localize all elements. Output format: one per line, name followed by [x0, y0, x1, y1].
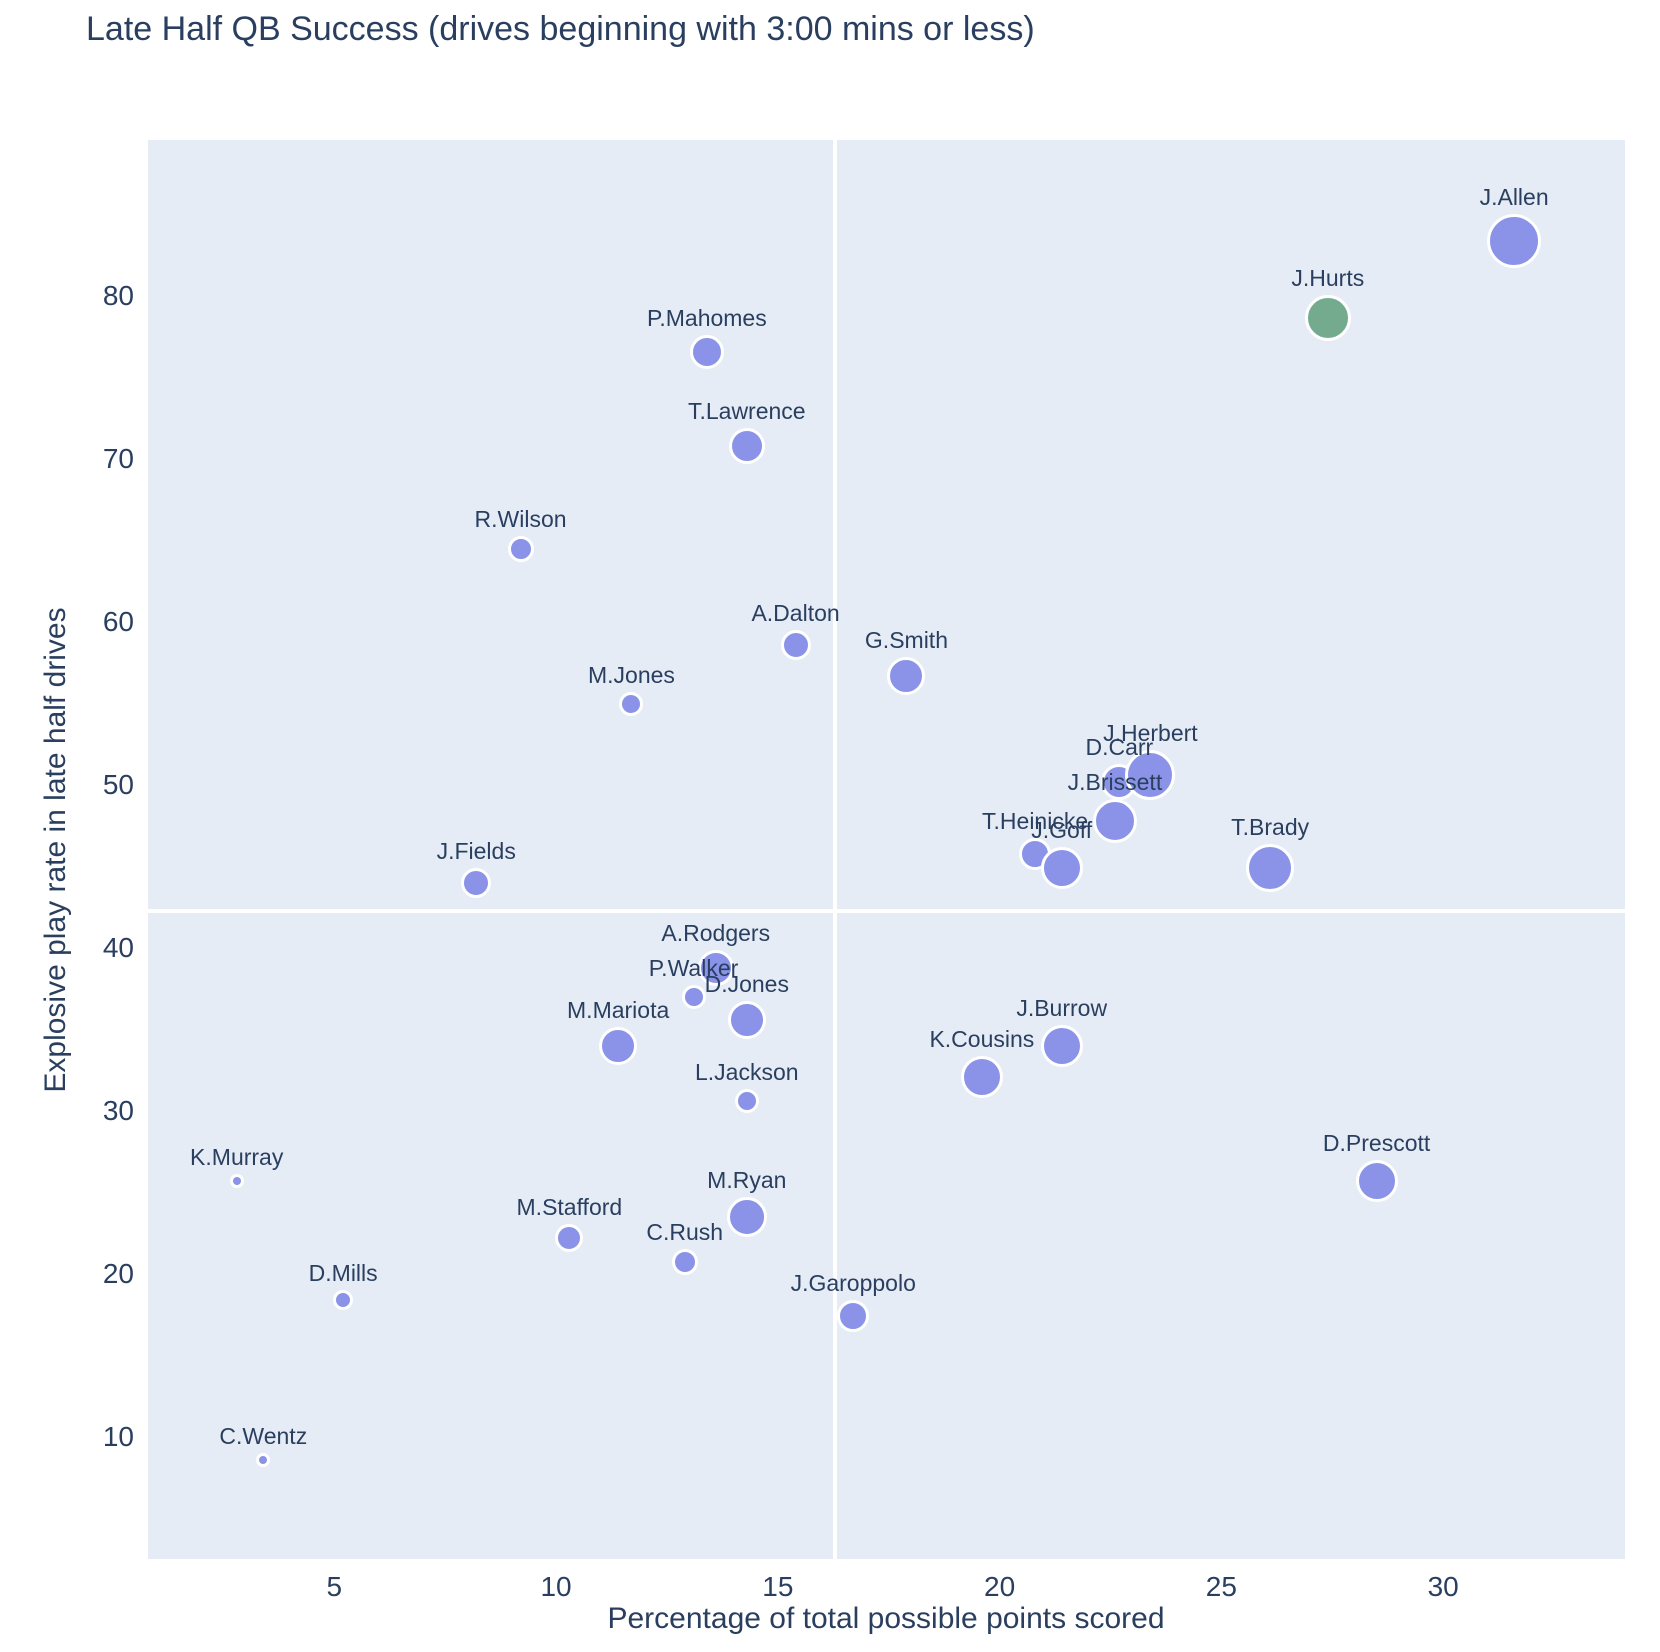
qb-bubble[interactable]: [727, 1000, 766, 1039]
qb-bubble[interactable]: [507, 535, 534, 562]
qb-bubble[interactable]: [837, 1300, 870, 1333]
qb-bubble[interactable]: [333, 1289, 354, 1310]
y-tick-label: 70: [102, 443, 134, 475]
x-tick-label: 30: [1427, 1571, 1459, 1602]
qb-label: L.Jackson: [695, 1059, 799, 1086]
qb-bubble[interactable]: [1092, 798, 1137, 843]
y-tick-label: 20: [102, 1257, 134, 1289]
qb-label: R.Wilson: [474, 505, 567, 532]
qb-bubble[interactable]: [697, 949, 734, 986]
qb-label: P.Walker: [648, 954, 739, 981]
qb-label: J.Hurts: [1291, 264, 1365, 291]
qb-label: M.Jones: [587, 661, 675, 688]
qb-bubble[interactable]: [780, 630, 811, 661]
qb-bubble[interactable]: [671, 1249, 698, 1276]
qb-label: C.Wentz: [219, 1422, 308, 1449]
qb-bubble[interactable]: [1040, 847, 1083, 890]
qb-bubble[interactable]: [734, 1089, 759, 1114]
qb-label: D.Prescott: [1322, 1130, 1431, 1157]
qb-label: J.Goff: [1031, 817, 1093, 844]
qb-label: D.Jones: [704, 970, 789, 997]
qb-bubble[interactable]: [1487, 214, 1542, 268]
qb-bubble[interactable]: [461, 867, 492, 898]
qb-label: J.Herbert: [1103, 720, 1198, 747]
qb-label: K.Cousins: [929, 1025, 1035, 1052]
qb-bubble[interactable]: [689, 334, 724, 369]
qb-label: J.Fields: [436, 837, 516, 864]
qb-label: P.Mahomes: [646, 304, 767, 331]
quadrant-divider-vertical: [833, 140, 838, 1559]
qb-bubble[interactable]: [619, 691, 644, 716]
qb-bubble[interactable]: [256, 1452, 271, 1467]
y-tick-label: 40: [102, 932, 134, 964]
qb-label: T.Lawrence: [687, 398, 806, 425]
qb-bubble[interactable]: [681, 984, 706, 1009]
plot-area[interactable]: [148, 140, 1625, 1559]
qb-bubble[interactable]: [887, 656, 926, 695]
qb-bubble[interactable]: [728, 428, 765, 465]
chart-title: Late Half QB Success (drives beginning w…: [86, 10, 1035, 48]
qb-label: M.Stafford: [516, 1194, 623, 1221]
x-tick-label: 25: [1205, 1571, 1237, 1602]
qb-label: J.Garoppolo: [790, 1270, 916, 1297]
qb-bubble[interactable]: [1355, 1160, 1398, 1203]
x-tick-label: 15: [762, 1571, 794, 1602]
qb-label: A.Rodgers: [661, 919, 771, 946]
qb-label: C.Rush: [646, 1219, 724, 1246]
qb-bubble[interactable]: [1125, 750, 1176, 801]
y-tick-label: 30: [102, 1094, 134, 1126]
qb-bubble[interactable]: [555, 1224, 584, 1253]
qb-label: M.Ryan: [707, 1166, 787, 1193]
y-axis-title: Explosive play rate in late half drives: [39, 607, 72, 1093]
qb-bubble[interactable]: [1304, 294, 1351, 341]
qb-label: M.Mariota: [567, 996, 670, 1023]
qb-label: A.Dalton: [751, 600, 840, 627]
x-axis-title: Percentage of total possible points scor…: [607, 1602, 1165, 1635]
qb-label: K.Murray: [190, 1144, 284, 1171]
y-tick-label: 80: [102, 280, 134, 312]
qb-label: D.Mills: [308, 1259, 378, 1286]
qb-bubble[interactable]: [599, 1026, 638, 1065]
x-tick-label: 5: [326, 1571, 343, 1602]
qb-label: G.Smith: [864, 626, 948, 653]
qb-bubble[interactable]: [726, 1196, 767, 1237]
x-tick-label: 10: [540, 1571, 572, 1602]
qb-label: J.Brissett: [1067, 768, 1163, 795]
x-tick-label: 20: [984, 1571, 1016, 1602]
qb-bubble[interactable]: [1040, 1024, 1083, 1067]
qb-bubble[interactable]: [229, 1174, 244, 1189]
y-tick-label: 60: [102, 606, 134, 638]
quadrant-divider-horizontal: [148, 908, 1625, 913]
qb-label: T.Brady: [1231, 814, 1310, 841]
qb-bubble[interactable]: [960, 1055, 1003, 1098]
qb-label: J.Burrow: [1016, 994, 1108, 1021]
qb-bubble[interactable]: [1246, 844, 1295, 893]
y-tick-label: 50: [102, 769, 134, 801]
y-tick-label: 10: [102, 1420, 134, 1452]
qb-label: D.Carr: [1085, 733, 1154, 760]
qb-label: T.Heinicke: [982, 807, 1089, 834]
qb-label: J.Allen: [1479, 184, 1549, 210]
